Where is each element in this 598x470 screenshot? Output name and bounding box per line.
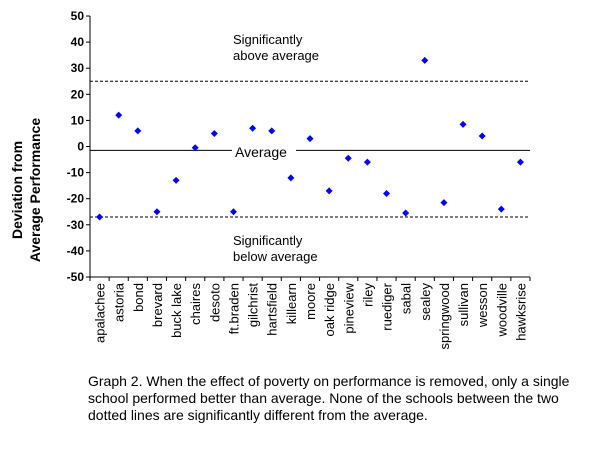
data-point-12 [325,187,333,195]
data-point-20 [478,132,486,140]
x-tick-label-10: killearn [284,283,299,324]
x-tick-label-9: hartsfield [265,283,280,336]
y-tick-label-20: 20 [71,87,85,101]
data-point-3 [153,208,161,216]
y-tick-label-30: 30 [71,61,85,75]
data-point-5 [191,144,199,152]
data-point-14 [363,158,371,166]
y-tick-label--50: -50 [67,270,85,284]
below-average-label-line-2: below average [233,249,318,264]
x-tick-label-7: ft.braden [226,283,241,334]
x-tick-label-8: gilchrist [246,283,261,327]
y-tick-label--10: -10 [67,166,85,180]
data-point-17 [421,56,429,64]
x-tick-label-0: apalachee [93,283,108,343]
x-tick-label-16: sabal [399,283,414,314]
data-point-16 [402,209,410,217]
y-tick-label-50: 50 [71,9,85,23]
average-label-background [232,143,296,161]
x-tick-label-6: desoto [207,283,222,322]
x-tick-label-2: bond [131,283,146,312]
data-point-18 [440,199,448,207]
average-label: Average [235,144,287,160]
y-axis-title-line-2: Average Performance [27,118,43,262]
y-tick-label--20: -20 [67,192,85,206]
x-tick-label-11: moore [303,283,318,320]
x-tick-label-19: sullivan [456,283,471,326]
y-tick-label--40: -40 [67,244,85,258]
y-tick-label-10: 10 [71,113,85,127]
figure-caption: Graph 2. When the effect of poverty on p… [88,373,570,423]
x-tick-label-21: woodville [494,283,509,337]
x-tick-label-1: astoria [112,282,127,322]
x-tick-label-17: sealey [418,283,433,321]
x-tick-label-12: oak ridge [322,283,337,336]
data-point-15 [383,189,391,197]
x-tick-label-18: springwood [437,283,452,350]
data-point-21 [497,205,505,213]
y-axis-title-line-1: Deviation from [9,141,25,239]
x-tick-label-4: buck lake [169,283,184,338]
plot-area: -50 -40 -30 -20 -10 0 10 20 30 40 50 apalachee astor… [67,9,531,350]
x-tick-label-22: hawksrise [513,283,528,341]
x-tick-label-20: wesson [475,283,490,328]
data-point-7 [229,208,237,216]
above-average-label-line-2: above average [233,48,319,63]
data-point-0 [96,213,104,221]
y-tick-label--30: -30 [67,218,85,232]
x-tick-label-15: ruediger [380,282,395,330]
x-tick-label-13: pineview [341,282,356,333]
above-average-label-line-1: Significantly [233,32,303,47]
data-point-10 [287,174,295,182]
y-tick-label-40: 40 [71,35,85,49]
data-point-13 [344,154,352,162]
annotations: Significantly above average Average Sign… [232,32,319,264]
below-average-label-line-1: Significantly [233,233,303,248]
data-point-2 [134,127,142,135]
data-point-8 [249,124,257,132]
data-point-19 [459,120,467,128]
x-tick-label-3: brevard [150,283,165,327]
data-point-22 [516,158,524,166]
y-axis-title: Deviation from Average Performance [9,118,43,262]
data-point-4 [172,176,180,184]
x-tick-label-14: riley [360,283,375,307]
data-point-9 [268,127,276,135]
x-tick-label-5: chaires [188,283,203,325]
data-point-11 [306,135,314,143]
y-tick-label-0: 0 [77,140,84,154]
data-point-6 [210,129,218,137]
data-point-1 [115,111,123,119]
